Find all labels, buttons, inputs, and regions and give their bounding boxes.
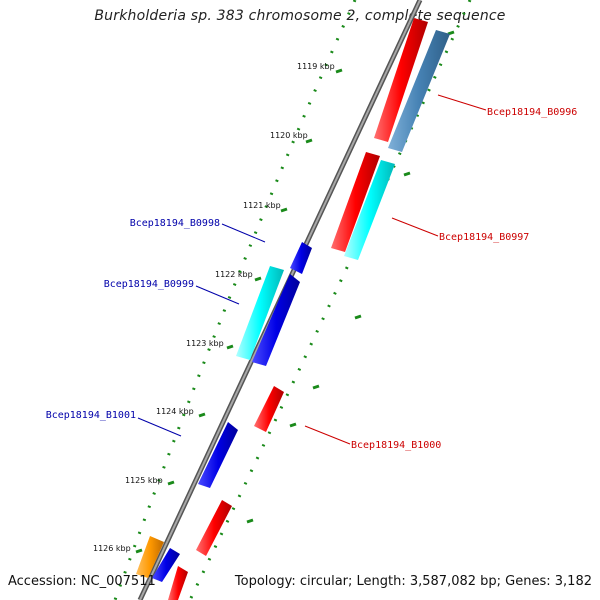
leader-b0999 (195, 285, 240, 305)
leader-b0996 (437, 94, 487, 111)
gene-labels: Bcep18194_B0996 Bcep18194_B0997 Bcep1819… (46, 107, 578, 451)
gene-cyan-b0997[interactable] (344, 160, 395, 260)
major-ticks-outer (246, 30, 455, 524)
gene-red-top[interactable] (374, 18, 428, 142)
leader-b0998 (221, 223, 266, 243)
scale-tick-labels: 1119 kbp 1120 kbp 1121 kbp 1122 kbp 1123… (93, 62, 335, 553)
genes-inner-strand (136, 242, 312, 582)
gene-label-b1001[interactable]: Bcep18194_B1001 (46, 410, 136, 421)
summary-text: Topology: circular; Length: 3,587,082 bp… (234, 574, 592, 589)
label-leaders (137, 94, 487, 445)
tick-label-1126: 1126 kbp (93, 544, 131, 553)
gene-label-b1000[interactable]: Bcep18194_B1000 (351, 440, 441, 451)
leader-b1000 (304, 425, 351, 445)
gene-red-bottom[interactable] (168, 566, 188, 600)
accession-text: Accession: NC_007511 (8, 574, 156, 589)
leader-b1001 (137, 417, 182, 437)
scale-ring-outer (188, 0, 472, 600)
gene-red-lower[interactable] (196, 500, 232, 556)
tick-label-1125: 1125 kbp (125, 476, 163, 485)
map-title: Burkholderia sp. 383 chromosome 2, compl… (94, 8, 506, 24)
tick-label-1119: 1119 kbp (297, 62, 335, 71)
tick-label-1123: 1123 kbp (186, 339, 224, 348)
major-ticks (135, 68, 343, 554)
tick-label-1122: 1122 kbp (215, 270, 253, 279)
gene-cyan-b0999[interactable] (236, 266, 284, 360)
gene-label-b0997[interactable]: Bcep18194_B0997 (439, 232, 529, 243)
gene-label-b0996[interactable]: Bcep18194_B0996 (487, 107, 577, 118)
gene-red-b1000[interactable] (254, 386, 284, 432)
genes-outer-strand (168, 18, 450, 600)
gene-label-b0999[interactable]: Bcep18194_B0999 (104, 279, 194, 290)
gene-red-b0997a[interactable] (331, 152, 380, 252)
tick-label-1124: 1124 kbp (156, 407, 194, 416)
gene-blue-b0998[interactable] (290, 242, 312, 274)
scale-ring-inner (113, 0, 357, 600)
gene-label-b0998[interactable]: Bcep18194_B0998 (130, 218, 220, 229)
leader-b0997 (391, 217, 439, 237)
gene-blue-b0999[interactable] (252, 274, 300, 366)
gene-blue-b1001[interactable] (198, 422, 238, 488)
gene-orange[interactable] (136, 536, 164, 578)
tick-label-1121: 1121 kbp (243, 201, 281, 210)
tick-label-1120: 1120 kbp (270, 131, 308, 140)
gene-steelblue-b0996[interactable] (388, 30, 450, 152)
gene-blue-bottom[interactable] (152, 548, 180, 582)
